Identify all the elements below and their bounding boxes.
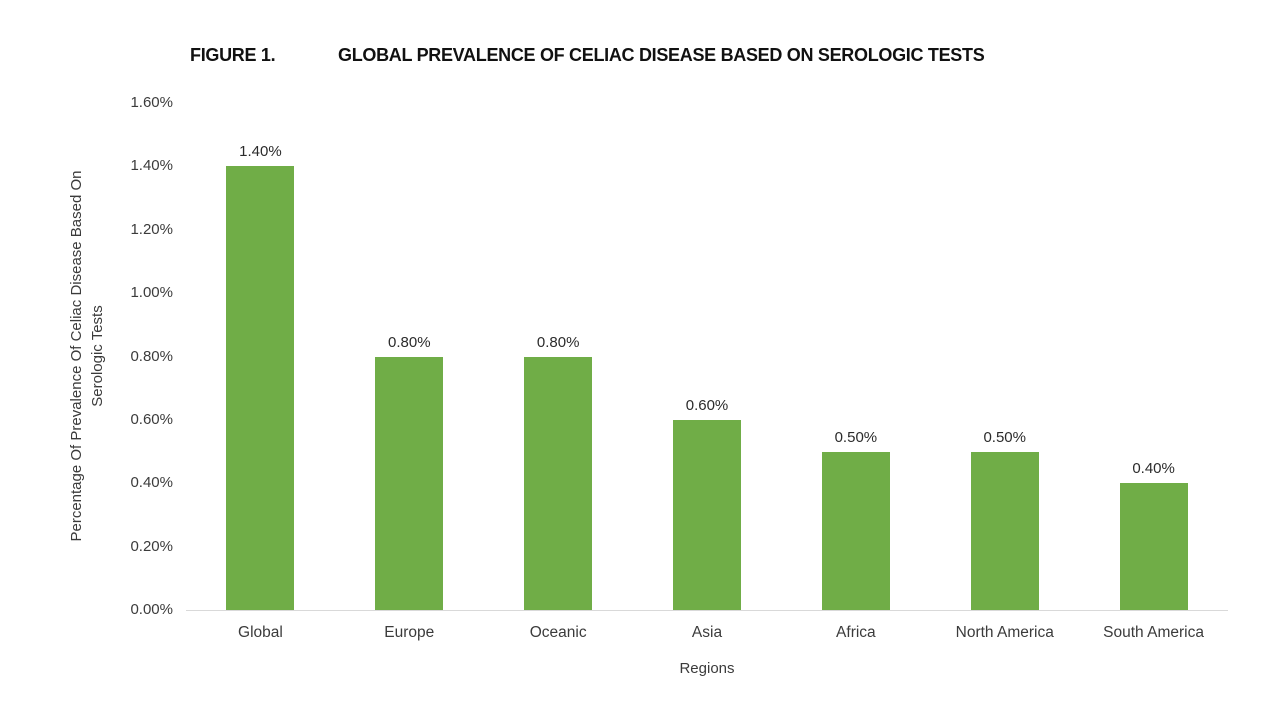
x-axis-title: Regions <box>679 660 735 677</box>
bar-slot: 1.40% <box>186 103 335 610</box>
bar-data-label: 0.80% <box>388 333 431 351</box>
bar-data-label: 0.50% <box>983 428 1026 446</box>
bar-slot: 0.80% <box>335 103 484 610</box>
bar-global <box>226 166 295 610</box>
bar-oceanic <box>524 356 593 610</box>
plot-area: 1.40% 0.80% 0.80% 0.60% 0.50% 0.50% 0.40% <box>186 103 1228 611</box>
bar-africa <box>821 451 890 610</box>
bar-data-label: 0.40% <box>1132 460 1175 478</box>
x-tick-label: North America <box>955 624 1054 641</box>
y-tick-label: 1.20% <box>130 220 173 238</box>
y-tick-label: 1.00% <box>130 284 173 302</box>
bar-north-america <box>970 451 1039 610</box>
bar-south-america <box>1119 483 1188 610</box>
x-tick-label: Africa <box>836 624 876 641</box>
bar-slot: 0.50% <box>781 103 930 610</box>
chart-title: GLOBAL PREVALENCE OF CELIAC DISEASE BASE… <box>338 45 985 65</box>
bar-data-label: 0.60% <box>685 396 729 414</box>
bar-data-label: 0.80% <box>536 333 580 351</box>
x-axis-tick-labels: Global Europe Oceanic Asia Africa North Ameri… <box>186 624 1228 642</box>
x-tick-label: Asia <box>691 624 723 641</box>
x-tick-label: Oceanic <box>529 624 587 641</box>
bar-slot: 0.80% <box>484 103 633 610</box>
x-tick-label: Global <box>238 624 283 641</box>
figure-label: FIGURE 1. <box>190 45 276 65</box>
y-tick-label: 1.60% <box>130 94 173 111</box>
bar-slot: 0.60% <box>633 103 782 610</box>
y-tick-label: 0.80% <box>130 347 173 365</box>
y-tick-label: 0.60% <box>130 410 173 428</box>
x-tick-label: Europe <box>384 624 435 641</box>
x-tick-label: South America <box>1103 624 1204 641</box>
y-axis-tick-labels: 0.00% 0.20% 0.40% 0.60% 0.80% 1.00% 1.20% 1.40%… <box>0 94 173 618</box>
y-tick-label: 0.40% <box>130 474 173 492</box>
bar-asia <box>673 419 741 610</box>
y-tick-label: 0.20% <box>130 537 173 555</box>
y-tick-label: 1.40% <box>130 157 173 175</box>
bar-data-label: 1.40% <box>239 143 282 161</box>
bar-europe <box>375 356 444 610</box>
bar-data-label: 0.50% <box>834 428 878 446</box>
bar-slot: 0.40% <box>1079 103 1228 610</box>
y-tick-label: 0.00% <box>130 601 173 618</box>
figure-title: FIGURE 1. GLOBAL PREVALENCE OF CELIAC DIS… <box>190 45 985 66</box>
bar-slot: 0.50% <box>930 103 1079 610</box>
